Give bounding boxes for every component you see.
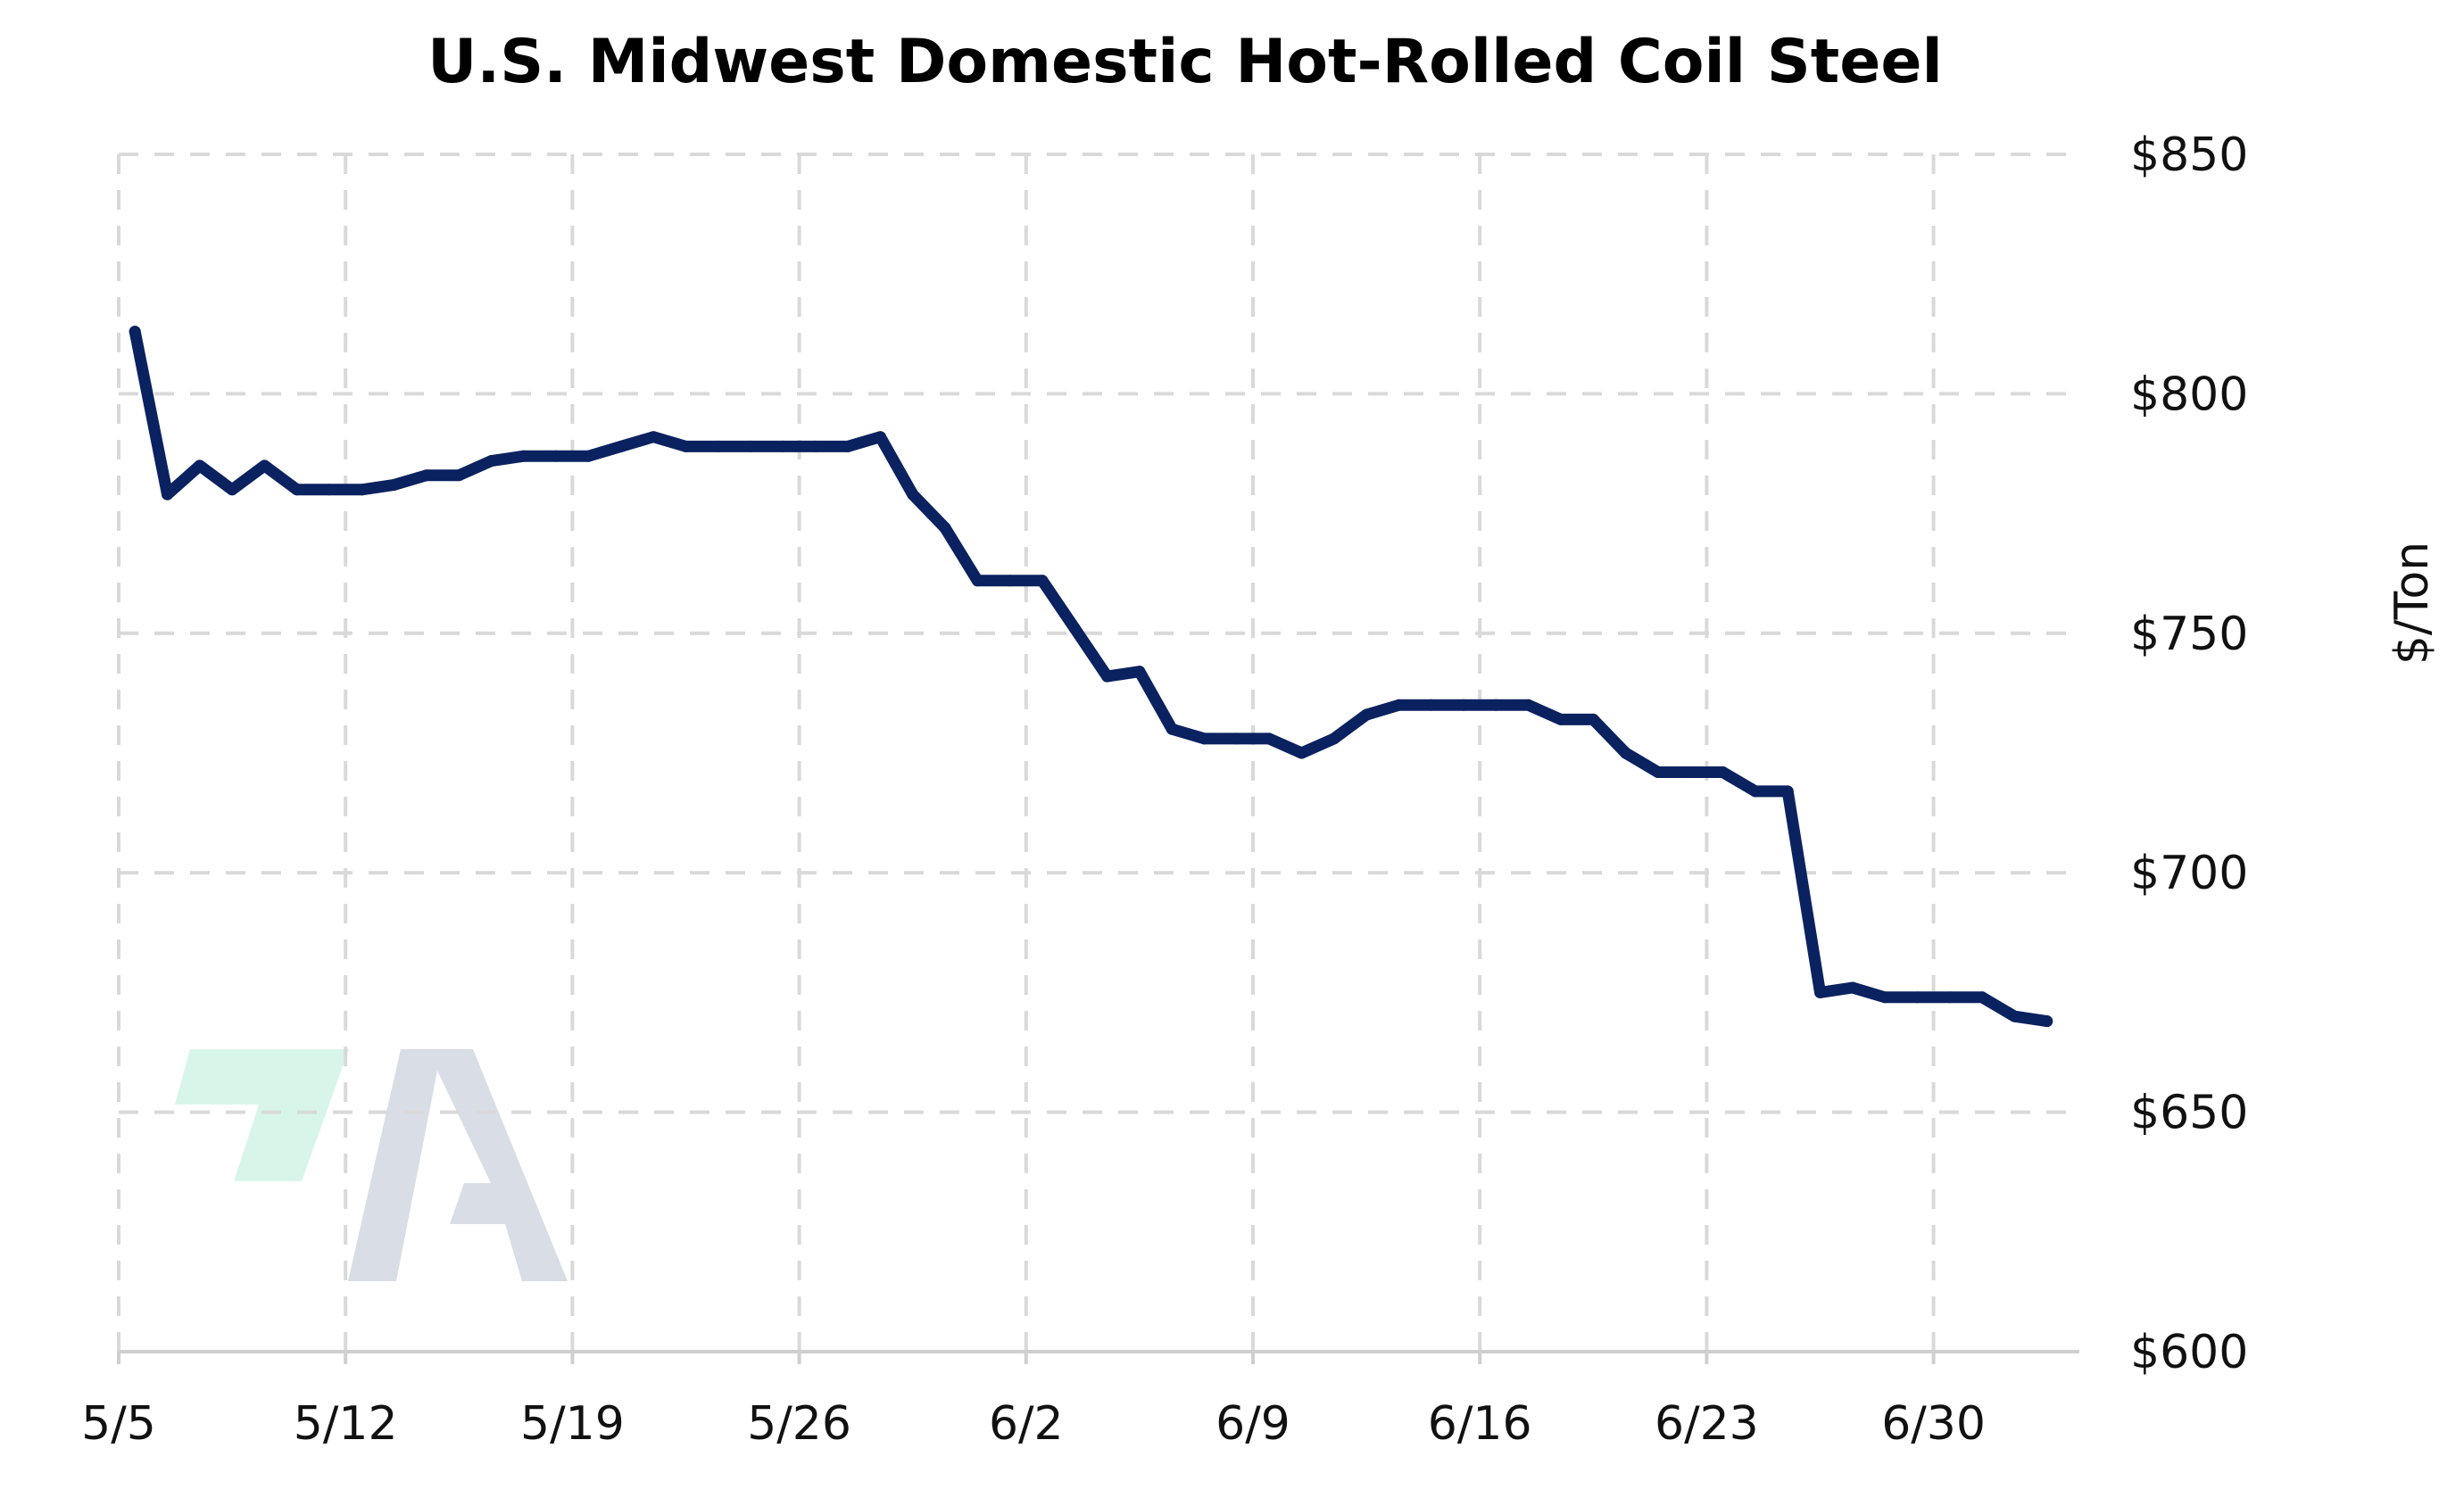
- data-point: [291, 484, 303, 496]
- data-point: [971, 575, 983, 587]
- x-tick-label: 6/2: [989, 1397, 1064, 1451]
- chart-title: U.S. Midwest Domestic Hot-Rolled Coil St…: [427, 27, 1943, 97]
- data-point: [1846, 981, 1859, 994]
- data-point: [1425, 699, 1438, 711]
- watermark-accent-shape: [175, 1049, 349, 1181]
- data-point: [1717, 766, 1729, 778]
- data-point: [1328, 732, 1340, 745]
- data-point: [550, 450, 562, 462]
- y-tick-label: $650: [2130, 1087, 2248, 1140]
- data-point: [1781, 785, 1794, 798]
- data-point: [1457, 699, 1470, 711]
- y-tick-label: $750: [2130, 608, 2248, 661]
- data-point: [1360, 708, 1373, 721]
- data-point: [162, 488, 173, 501]
- data-point: [712, 440, 725, 452]
- data-point: [1231, 732, 1243, 745]
- data-point: [1296, 747, 1307, 759]
- x-tick-label: 6/16: [1428, 1397, 1532, 1451]
- data-point: [1944, 991, 1956, 1004]
- data-point: [129, 326, 141, 338]
- y-axis-title: $/Ton: [2385, 542, 2439, 665]
- data-point: [1587, 713, 1599, 725]
- data-point: [874, 431, 886, 443]
- data-point: [1620, 747, 1632, 759]
- data-point: [809, 440, 822, 452]
- data-point: [776, 440, 789, 452]
- data-point: [323, 484, 336, 496]
- series-layer: [129, 326, 2053, 1028]
- data-point: [1036, 575, 1049, 587]
- data-point: [1068, 622, 1081, 634]
- data-point: [1133, 666, 1146, 678]
- x-tick-label: 6/23: [1655, 1397, 1759, 1451]
- data-point: [1749, 785, 1762, 798]
- data-point: [1911, 991, 1923, 1004]
- y-tick-label: $850: [2130, 128, 2248, 182]
- data-point: [1101, 670, 1114, 683]
- data-point: [258, 459, 270, 472]
- data-point: [1489, 699, 1502, 711]
- data-point: [452, 469, 465, 482]
- watermark-logo: [175, 1049, 568, 1281]
- x-tick-label: 6/9: [1215, 1397, 1290, 1451]
- data-point: [355, 484, 368, 496]
- gridlines: [117, 153, 2079, 1352]
- data-point: [744, 440, 757, 452]
- data-point: [907, 488, 919, 501]
- series-line: [129, 326, 2053, 1028]
- data-point: [1199, 732, 1210, 745]
- y-tick-label: $700: [2130, 847, 2248, 900]
- data-point: [615, 440, 627, 452]
- data-point: [842, 440, 854, 452]
- data-point: [1814, 986, 1826, 998]
- y-tick-label: $600: [2130, 1326, 2248, 1379]
- data-point: [583, 450, 595, 462]
- watermark-letter-a: [348, 1049, 568, 1281]
- x-axis-ticks: 5/5 5/12 5/19 5/26 6/2 6/9 6/16 6/23 6/30: [81, 1352, 1986, 1451]
- data-point: [485, 455, 498, 468]
- data-point: [1166, 723, 1178, 735]
- x-tick-label: 5/5: [81, 1397, 156, 1451]
- data-point: [2041, 1015, 2053, 1028]
- data-point: [939, 522, 951, 534]
- y-axis-ticks: $600 $650 $700 $750 $800 $850: [2130, 128, 2248, 1379]
- data-point: [1555, 713, 1567, 725]
- x-tick-label: 6/30: [1881, 1397, 1986, 1451]
- data-point: [194, 459, 206, 472]
- data-point: [1522, 699, 1535, 711]
- x-tick-label: 5/19: [520, 1397, 625, 1451]
- data-point: [1684, 766, 1697, 778]
- x-tick-label: 5/12: [294, 1397, 398, 1451]
- data-point: [420, 469, 433, 482]
- y-tick-label: $800: [2130, 368, 2248, 421]
- data-point: [1392, 699, 1405, 711]
- data-point: [1652, 766, 1664, 778]
- x-tick-label: 5/26: [747, 1397, 851, 1451]
- data-point: [1263, 732, 1275, 745]
- data-point: [2008, 1010, 2020, 1022]
- data-point: [388, 478, 401, 491]
- data-point: [1976, 991, 1988, 1004]
- data-point: [226, 484, 238, 496]
- data-point: [1879, 991, 1891, 1004]
- data-point: [1004, 575, 1016, 587]
- data-point: [647, 431, 660, 443]
- data-point: [518, 450, 530, 462]
- data-point: [680, 440, 692, 452]
